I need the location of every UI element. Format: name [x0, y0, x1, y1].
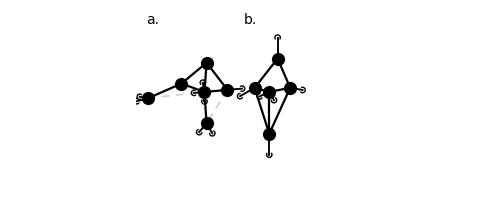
- Point: [203, 61, 210, 64]
- Point: [203, 122, 210, 125]
- Text: a.: a.: [146, 13, 159, 27]
- Point: [201, 90, 208, 94]
- Point: [265, 90, 273, 94]
- Point: [265, 132, 273, 135]
- Point: [251, 86, 258, 89]
- Point: [286, 86, 294, 89]
- Point: [274, 57, 281, 60]
- Point: [144, 97, 152, 100]
- Point: [224, 88, 231, 92]
- Text: b.: b.: [244, 13, 257, 27]
- Point: [178, 82, 185, 85]
